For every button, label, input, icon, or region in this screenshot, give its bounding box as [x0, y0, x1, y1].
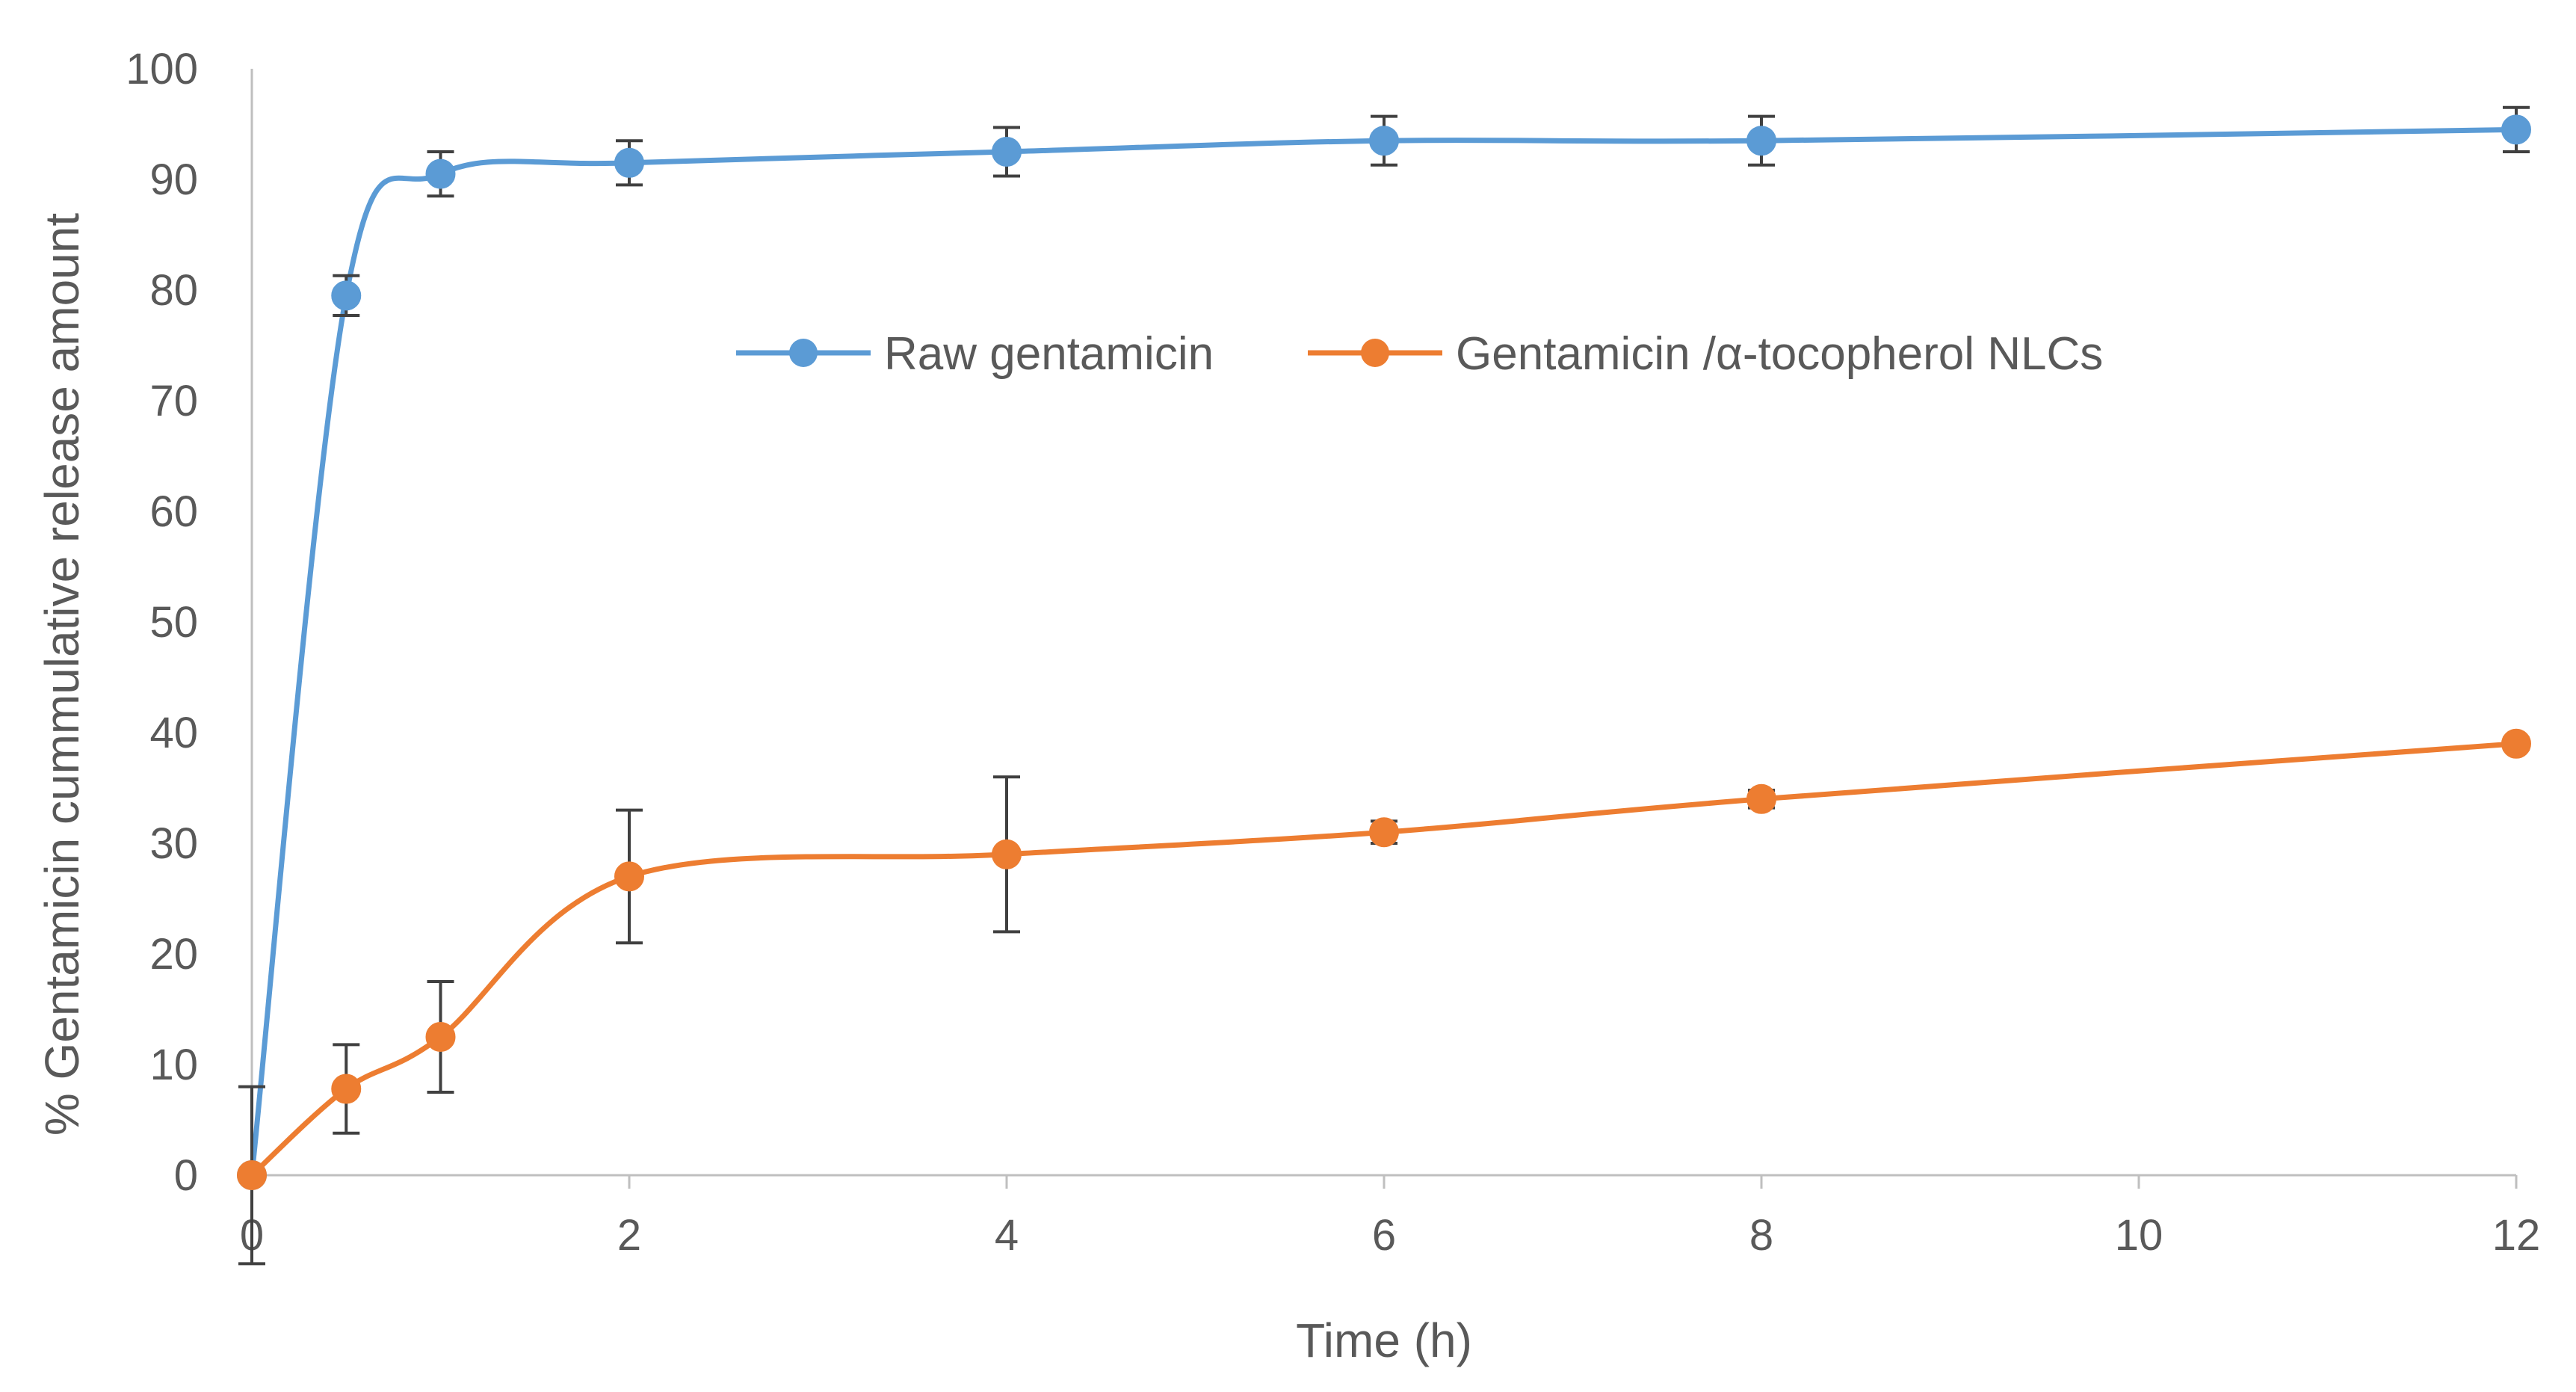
legend-marker-raw-gentamicin [789, 339, 818, 367]
data-point-0-2 [425, 158, 456, 189]
data-point-1-2 [425, 1022, 456, 1052]
y-tick-label-90: 90 [149, 155, 198, 204]
x-tick-label-10: 10 [2115, 1211, 2163, 1260]
x-tick-label-6: 6 [1372, 1211, 1396, 1260]
y-axis-title: % Gentamicin cummulative release amount [35, 213, 89, 1136]
data-point-1-1 [331, 1074, 362, 1104]
data-point-1-4 [992, 839, 1022, 869]
y-tick-label-80: 80 [149, 266, 198, 315]
legend-label-nlc: Gentamicin /α-tocopherol NLCs [1456, 328, 2103, 380]
data-point-1-7 [2501, 728, 2531, 759]
x-tick-label-8: 8 [1749, 1211, 1773, 1260]
x-tick-label-12: 12 [2492, 1211, 2541, 1260]
data-point-0-1 [331, 280, 362, 311]
series-line-0 [249, 126, 2517, 1176]
plot-area [237, 105, 2531, 1266]
legend-label-raw-gentamicin: Raw gentamicin [884, 328, 1214, 380]
y-tick-label-20: 20 [149, 930, 198, 979]
x-axis-title: Time (h) [1296, 1314, 1472, 1367]
data-point-0-5 [1369, 126, 1399, 156]
y-tick-label-0: 0 [174, 1151, 198, 1200]
y-axis-ticks: 0 10 20 30 40 50 60 70 80 90 100 [126, 45, 198, 1200]
y-tick-label-30: 30 [149, 819, 198, 868]
series-line-1 [250, 741, 2517, 1177]
x-tick-label-4: 4 [995, 1211, 1019, 1260]
x-axis-ticks: 0 2 4 6 8 10 12 [240, 1175, 2540, 1260]
series-1 [237, 728, 2531, 1190]
data-point-1-3 [614, 861, 644, 892]
y-tick-label-70: 70 [149, 377, 198, 425]
series-0 [237, 105, 2531, 1266]
data-point-0-6 [1746, 126, 1776, 156]
y-tick-label-10: 10 [149, 1041, 198, 1089]
y-tick-label-40: 40 [149, 709, 198, 757]
data-point-0-4 [992, 137, 1022, 167]
y-tick-label-50: 50 [149, 598, 198, 647]
legend-marker-nlc [1361, 339, 1389, 367]
y-tick-label-60: 60 [149, 487, 198, 536]
x-tick-label-2: 2 [617, 1211, 641, 1260]
data-point-0-7 [2501, 114, 2531, 145]
legend: Raw gentamicin Gentamicin /α-tocopherol … [736, 328, 2103, 380]
data-point-0-3 [614, 147, 644, 178]
data-point-1-0 [237, 1160, 267, 1190]
data-point-1-6 [1746, 783, 1776, 814]
y-tick-label-100: 100 [126, 45, 198, 93]
data-point-1-5 [1369, 817, 1399, 848]
